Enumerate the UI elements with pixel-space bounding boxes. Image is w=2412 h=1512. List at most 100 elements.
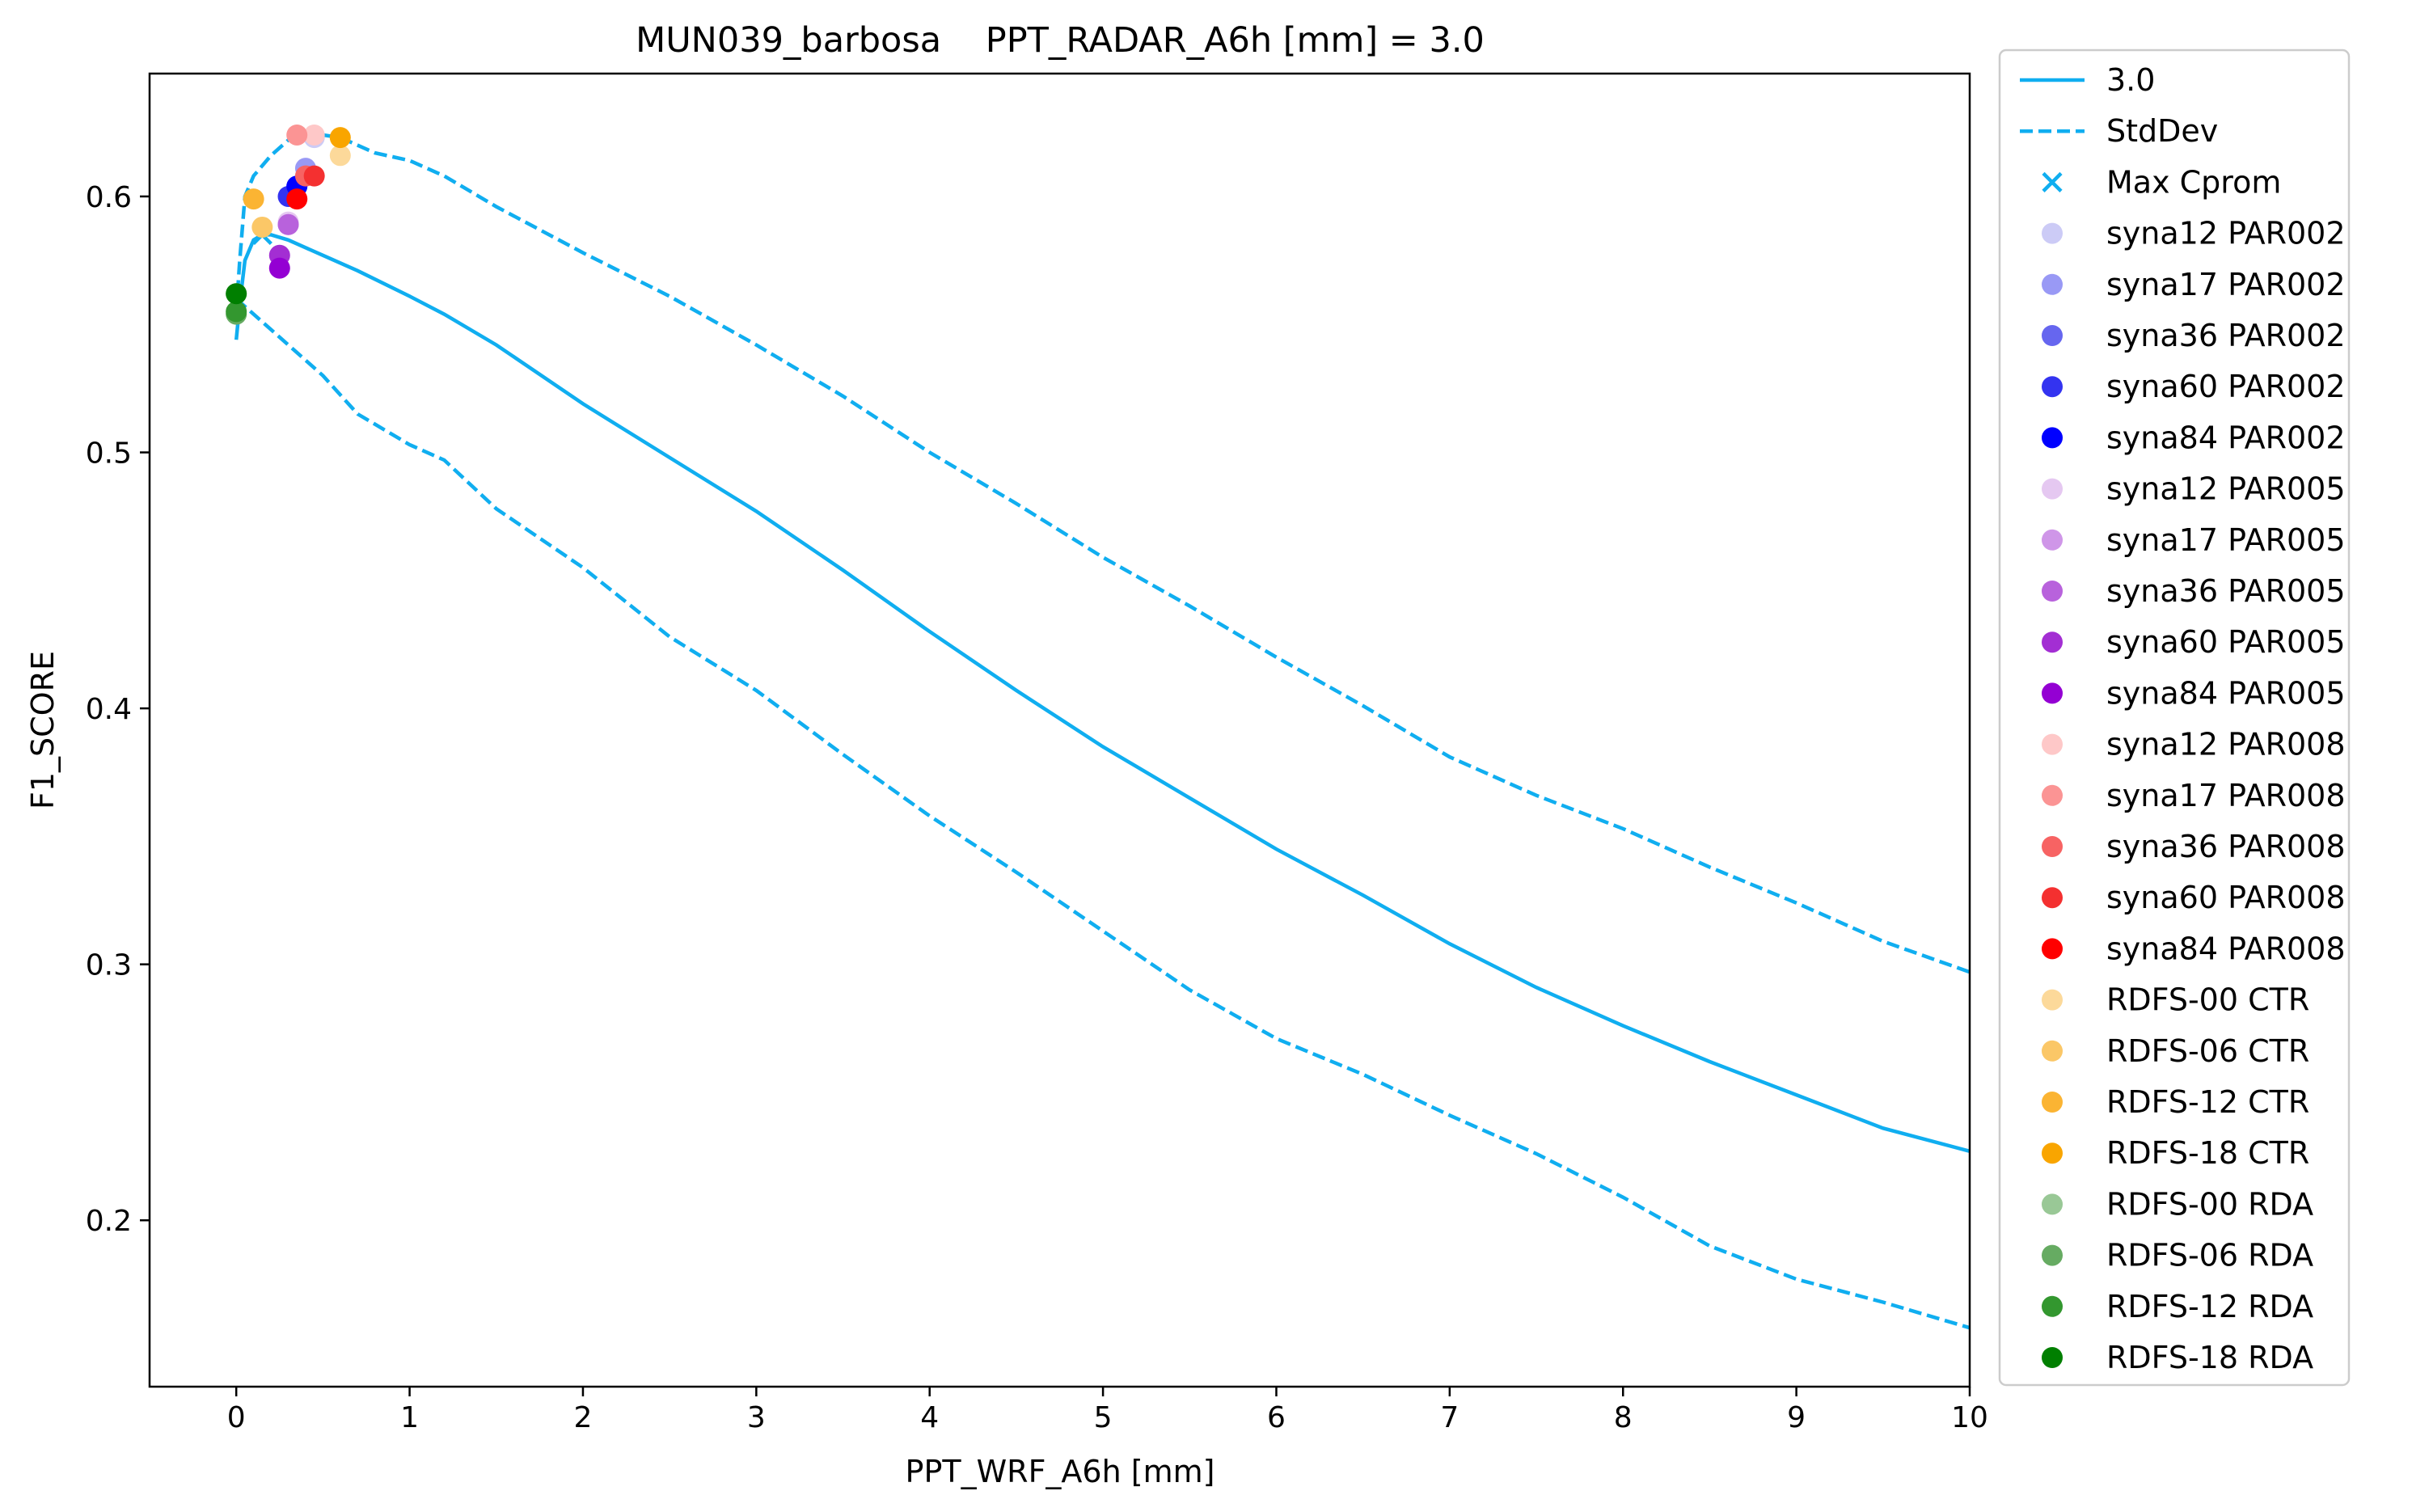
legend-label: syna60 PAR005	[2106, 624, 2346, 660]
y-axis-label: F1_SCORE	[25, 651, 61, 809]
legend-label: syna17 PAR008	[2106, 778, 2346, 813]
x-tick-label: 2	[573, 1401, 592, 1434]
legend-handle-dot	[2042, 1092, 2063, 1113]
x-tick-label: 3	[747, 1401, 766, 1434]
legend-label: syna36 PAR008	[2106, 829, 2346, 864]
legend-entry: RDFS-18 CTR	[2042, 1135, 2309, 1171]
x-tick-label: 8	[1614, 1401, 1633, 1434]
legend-entry: syna84 PAR008	[2042, 931, 2346, 966]
legend-entry: RDFS-06 RDA	[2042, 1238, 2313, 1273]
data-point-syna36-par005	[277, 213, 299, 235]
legend-entry: syna12 PAR008	[2042, 727, 2346, 762]
plot-area	[226, 124, 1971, 1330]
x-tick-label: 7	[1440, 1401, 1459, 1434]
legend-entry: syna17 PAR002	[2042, 267, 2346, 302]
legend-handle-dot	[2042, 529, 2063, 551]
x-axis-ticks: 0 1 2 3 4 5 6 7 8 9 10	[227, 1387, 1988, 1434]
legend-handle-dot	[2042, 682, 2063, 704]
legend-label: RDFS-18 CTR	[2106, 1135, 2309, 1171]
x-tick-label: 4	[920, 1401, 939, 1434]
data-point-rdfs-18-ctr	[329, 127, 351, 149]
legend-label: syna84 PAR002	[2106, 420, 2346, 455]
axes-frame	[148, 72, 1971, 1388]
legend-handle-dot	[2042, 427, 2063, 449]
y-tick-label: 0.5	[86, 437, 132, 471]
legend-handle-dot	[2042, 631, 2063, 653]
legend-handle-dot	[2042, 1295, 2063, 1317]
x-tick-label: 10	[1951, 1401, 1988, 1434]
x-tick-label: 0	[227, 1401, 246, 1434]
legend-label: RDFS-12 RDA	[2106, 1289, 2313, 1324]
data-point-rdfs-12-rda	[226, 301, 247, 323]
legend-entry: syna60 PAR008	[2042, 880, 2346, 915]
legend-label: StdDev	[2106, 113, 2218, 149]
legend-entry: RDFS-00 CTR	[2042, 982, 2309, 1018]
legend-entry: 3.0	[2020, 62, 2155, 98]
legend-entry: syna12 PAR002	[2042, 216, 2346, 251]
legend-entry: syna36 PAR002	[2042, 318, 2346, 353]
legend-entry: syna84 PAR005	[2042, 675, 2346, 711]
legend-handle-dot	[2042, 989, 2063, 1011]
legend-handle-dot	[2042, 376, 2063, 398]
x-tick-label: 9	[1787, 1401, 1806, 1434]
y-tick-label: 0.6	[86, 181, 132, 214]
legend-handle-dot	[2042, 836, 2063, 857]
data-point-rdfs-00-ctr	[329, 145, 351, 167]
data-point-rdfs-06-ctr	[251, 216, 273, 238]
legend-handle-dot	[2042, 1244, 2063, 1266]
legend-box	[1998, 49, 2351, 1387]
x-tick-label: 5	[1094, 1401, 1113, 1434]
legend-handle-dot	[2042, 1142, 2063, 1164]
legend-label: syna12 PAR002	[2106, 216, 2346, 251]
legend-label: RDFS-12 CTR	[2106, 1084, 2309, 1120]
legend-label: RDFS-18 RDA	[2106, 1340, 2313, 1375]
legend-handle-dot	[2042, 887, 2063, 909]
legend-handle-dot	[2042, 581, 2063, 602]
legend-entry: RDFS-18 RDA	[2042, 1340, 2313, 1375]
y-tick-label: 0.3	[86, 949, 132, 982]
y-axis-ticks: 0.2 0.3 0.4 0.5 0.6	[86, 181, 150, 1238]
legend-handle-cross	[2042, 171, 2063, 192]
legend-label: syna17 PAR005	[2106, 522, 2346, 558]
legend-label: syna17 PAR002	[2106, 267, 2346, 302]
legend-handle-dot	[2042, 273, 2063, 295]
legend-entry: syna17 PAR008	[2042, 778, 2346, 813]
stddev-upper-line	[234, 130, 1971, 974]
y-tick-label: 0.2	[86, 1205, 132, 1238]
x-axis-label: PPT_WRF_A6h [mm]	[906, 1454, 1215, 1489]
legend-label: syna84 PAR008	[2106, 931, 2346, 966]
legend-handle-dot	[2042, 1347, 2063, 1368]
legend-label: RDFS-00 CTR	[2106, 982, 2309, 1018]
legend-entry: Max Cprom	[2042, 164, 2281, 200]
legend-label: RDFS-00 RDA	[2106, 1186, 2313, 1222]
legend-entry: syna60 PAR002	[2042, 369, 2346, 404]
data-point-rdfs-12-ctr	[243, 188, 264, 210]
legend-handle-dot	[2042, 938, 2063, 960]
legend-label: 3.0	[2106, 62, 2155, 98]
x-tick-label: 1	[400, 1401, 419, 1434]
legend-label: syna12 PAR005	[2106, 471, 2346, 507]
legend-entry: syna84 PAR002	[2042, 420, 2346, 455]
legend-entry: RDFS-12 CTR	[2042, 1084, 2309, 1120]
x-tick-label: 6	[1267, 1401, 1286, 1434]
legend-handle-dot	[2042, 733, 2063, 755]
legend-entry: syna36 PAR005	[2042, 573, 2346, 609]
mean-curve-line	[234, 233, 1971, 1153]
legend-label: RDFS-06 CTR	[2106, 1033, 2309, 1069]
legend: 3.0 StdDev Max Cprom syna12 PAR002 syna17 PA…	[1998, 49, 2351, 1387]
legend-label: syna60 PAR008	[2106, 880, 2346, 915]
legend-handle-dot	[2042, 325, 2063, 346]
legend-label: syna84 PAR005	[2106, 675, 2346, 711]
legend-entry: RDFS-00 RDA	[2042, 1186, 2313, 1222]
stddev-lower-line	[234, 297, 1971, 1330]
y-tick-label: 0.4	[86, 693, 132, 726]
legend-label: syna36 PAR002	[2106, 318, 2346, 353]
legend-entry: syna60 PAR005	[2042, 624, 2346, 660]
legend-label: syna60 PAR002	[2106, 369, 2346, 404]
data-point-syna17-par008	[286, 124, 308, 146]
legend-label: RDFS-06 RDA	[2106, 1238, 2313, 1273]
legend-label: syna12 PAR008	[2106, 727, 2346, 762]
legend-handle-dot	[2042, 784, 2063, 806]
data-point-syna60-par008	[303, 165, 325, 187]
